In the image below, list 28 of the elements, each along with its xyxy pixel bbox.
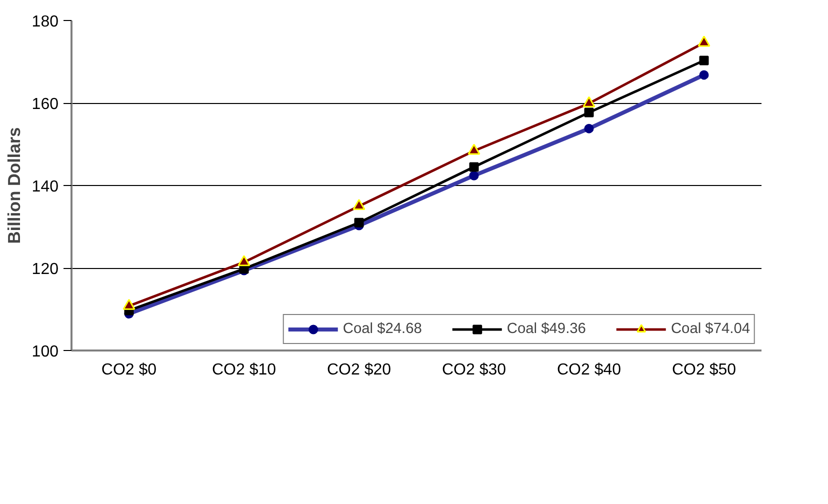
legend-label: Coal $49.36 <box>506 321 586 337</box>
point <box>469 170 479 180</box>
point <box>582 96 596 108</box>
point <box>238 255 250 266</box>
y-tick-label: 160 <box>32 96 59 113</box>
point <box>468 144 480 155</box>
legend-label: Coal $74.04 <box>670 321 750 337</box>
point <box>699 70 709 80</box>
y-tick-label: 140 <box>32 178 59 196</box>
legend-label: Coal $24.68 <box>342 321 422 337</box>
point <box>699 56 709 66</box>
y-tick-label: 100 <box>32 344 59 360</box>
x-tick-label: CO2 $30 <box>442 362 506 378</box>
x-tick-label: CO2 $40 <box>556 362 622 378</box>
point <box>122 298 136 310</box>
point <box>469 162 479 172</box>
x-tick-label: CO2 $0 <box>101 362 157 378</box>
point <box>698 36 710 47</box>
x-tick-label: CO2 $50 <box>672 362 736 378</box>
y-tick-label: 180 <box>32 14 59 30</box>
y-tick-label: 120 <box>32 261 59 278</box>
point <box>584 108 594 118</box>
point <box>352 199 366 210</box>
x-tick-label: CO2 $10 <box>212 362 276 378</box>
point <box>584 124 594 134</box>
x-tick-label: CO2 $20 <box>326 362 392 378</box>
point <box>354 218 364 228</box>
y-axis-title: Billion Dollars <box>4 127 24 244</box>
